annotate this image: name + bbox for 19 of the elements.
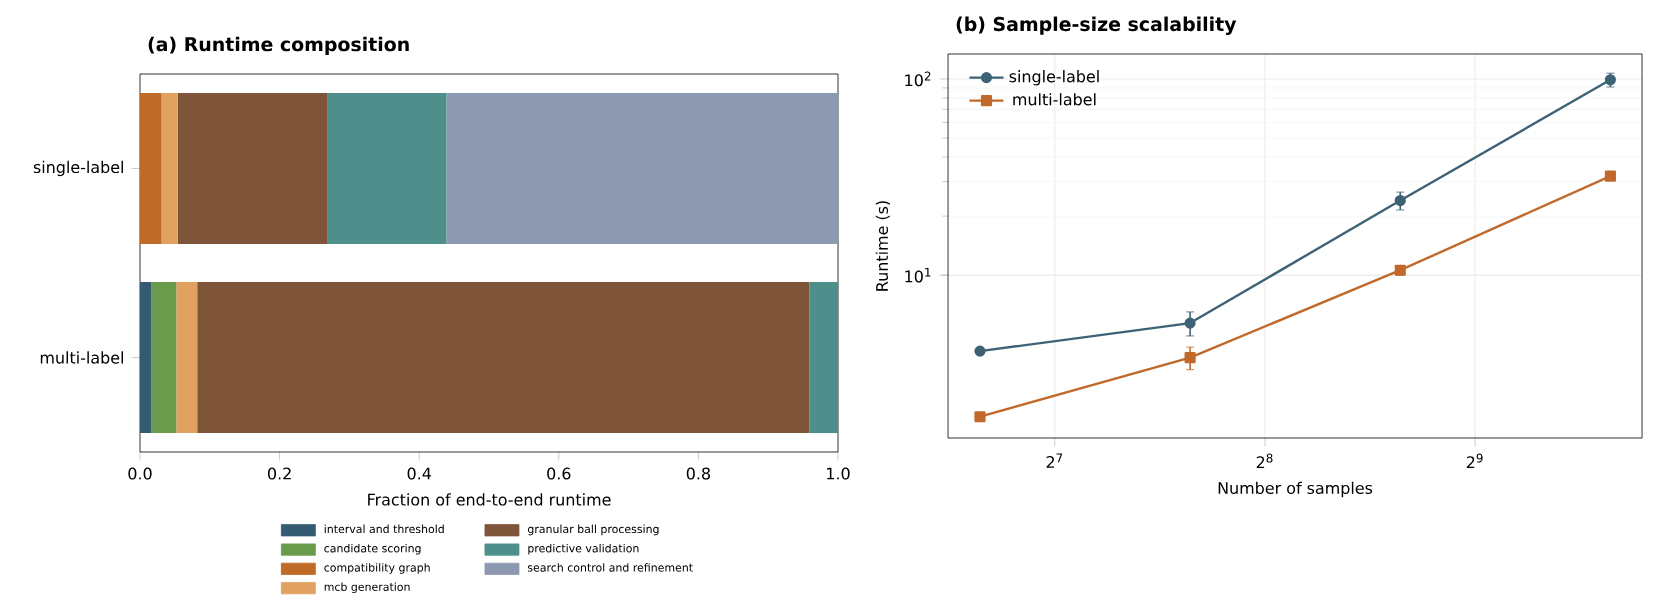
bar [176,281,198,434]
bar [446,92,839,245]
bar [140,281,152,434]
bar [151,281,177,434]
bar [161,92,178,245]
chart-title: (a) Runtime composition [148,36,409,55]
point [974,345,986,357]
point [1394,264,1406,276]
point [974,411,986,423]
point [1604,170,1616,182]
chart-title: (b) Sample-size scalability [956,16,1237,36]
bar [140,92,162,245]
point [1394,194,1406,207]
point [1184,317,1196,329]
bar [809,281,839,434]
point [1184,352,1196,364]
bar [327,92,447,245]
bar [197,281,810,434]
bar [177,92,328,245]
